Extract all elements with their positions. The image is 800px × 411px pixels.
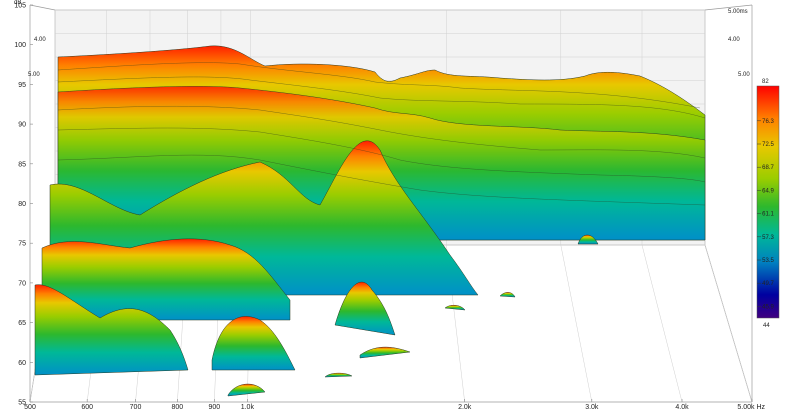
- color-bar: 82 44 76.3 72.5 68.7 64.9 61.1 57.3 53.5 49.7 45…: [756, 79, 780, 329]
- x-tick-label: 600: [81, 404, 93, 411]
- y-tick-label: 95: [18, 82, 26, 89]
- x-axis: 500 600 700 800 900 1.0k 2.0k 3.0k 4.0k 5.00k Hz: [24, 399, 765, 411]
- slice-front-7: [444, 305, 466, 311]
- time-label-left-1: 4.00: [34, 37, 46, 43]
- color-bar-tick-label: 61.1: [762, 212, 774, 218]
- color-bar-min: 44: [763, 323, 770, 329]
- x-tick-label: 700: [130, 404, 142, 411]
- x-tick-label: 1.0k: [241, 404, 255, 411]
- time-label-right-2: 5.00: [738, 72, 750, 78]
- color-bar-tick-label: 49.7: [762, 281, 774, 287]
- y-axis: 55 60 65 70 75 80 85 90 95 100 105: [14, 3, 33, 407]
- color-bar-tick-label: 64.9: [762, 188, 774, 194]
- x-tick-label: 900: [208, 404, 220, 411]
- color-bar-tick-label: 76.3: [762, 119, 774, 125]
- x-tick-label: 500: [24, 404, 36, 411]
- color-bar-gradient: [756, 85, 780, 319]
- y-tick-label: 100: [14, 42, 26, 49]
- y-tick-label: 75: [18, 241, 26, 248]
- color-bar-tick-label: 72.5: [762, 142, 774, 148]
- y-tick-label: 65: [18, 320, 26, 327]
- time-axis-labels-right: 5.00ms 4.00 5.00: [728, 9, 750, 78]
- slice-mid-3: [41, 238, 291, 321]
- y-tick-label: 70: [18, 280, 26, 287]
- time-label-left-2: 5.00: [28, 72, 40, 78]
- x-tick-label: 5.00k Hz: [737, 404, 765, 411]
- x-tick-label: 3.0k: [585, 404, 599, 411]
- slice-front-8: [499, 292, 516, 298]
- grid-line-depth: [641, 244, 683, 403]
- slice-front-6: [324, 372, 353, 378]
- y-tick-label: 80: [18, 201, 26, 208]
- y-tick-label: 85: [18, 161, 26, 168]
- color-bar-tick-label: 57.3: [762, 235, 774, 241]
- y-tick-label: 90: [18, 122, 26, 129]
- contour-lines: [57, 62, 706, 206]
- y-tick-label: 60: [18, 360, 26, 367]
- color-bar-ticks: 76.3 72.5 68.7 64.9 61.1 57.3 53.5 49.7 45.9: [757, 119, 774, 310]
- time-label-right-0: 5.00ms: [728, 9, 748, 15]
- color-bar-tick-label: 68.7: [762, 165, 774, 171]
- grid-line-depth: [560, 244, 593, 403]
- color-bar-tick-label: 53.5: [762, 258, 774, 264]
- x-tick-label: 800: [172, 404, 184, 411]
- y-axis-unit-label: dB: [14, 0, 21, 6]
- x-tick-label: 2.0k: [458, 404, 472, 411]
- slice-front-3: [334, 281, 396, 336]
- color-bar-tick-label: 45.9: [762, 304, 774, 310]
- waterfall-slices: [34, 45, 706, 397]
- grid-line-depth: [704, 244, 753, 403]
- slice-front-4: [359, 346, 411, 359]
- x-tick-label: 4.0k: [675, 404, 689, 411]
- y-tick-label: 105: [14, 3, 26, 10]
- slice-front-1: [34, 284, 189, 376]
- time-label-right-1: 4.00: [728, 37, 740, 43]
- y-tick-label: 55: [18, 400, 26, 407]
- time-axis-labels-left: 4.00 5.00: [28, 37, 46, 78]
- slice-front-9: [577, 234, 599, 245]
- slice-front-5: [227, 383, 266, 397]
- slice-front-2: [211, 316, 296, 371]
- color-bar-max: 82: [762, 79, 769, 85]
